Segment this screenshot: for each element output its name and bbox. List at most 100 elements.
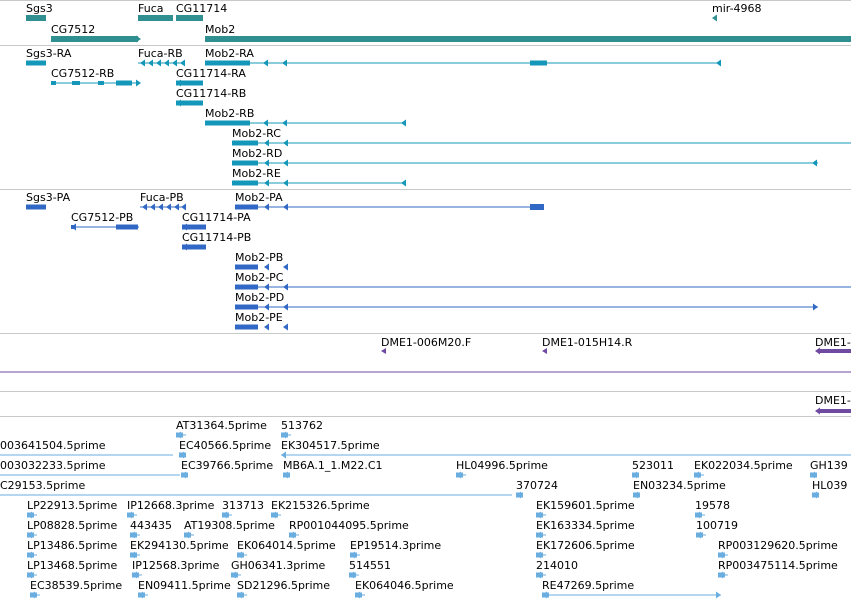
clone-label[interactable]: DME1- (815, 336, 851, 349)
protein-label[interactable]: Mob2-PC (235, 271, 284, 284)
est-label[interactable]: 514551 (349, 559, 391, 572)
feature-exon-box (235, 304, 258, 310)
est-label[interactable]: SD21296.5prime (237, 579, 330, 592)
est-label[interactable]: EK294130.5prime (130, 539, 229, 552)
protein-label[interactable]: CG7512-PB (71, 211, 134, 224)
est-label[interactable]: AT19308.5prime (184, 519, 275, 532)
est-label[interactable]: EC40566.5prime (179, 439, 272, 452)
strand-arrow-icon (815, 347, 820, 355)
est-label[interactable]: IP12668.3prime (127, 499, 215, 512)
est-label[interactable]: AT31364.5prime (176, 419, 267, 432)
strand-arrow-icon (27, 511, 32, 519)
est-label[interactable]: RP003129620.5prime (718, 539, 838, 552)
strand-arrow-icon (164, 59, 169, 67)
gene-label[interactable]: CG11714 (176, 2, 228, 15)
est-label[interactable]: 19578 (695, 499, 730, 512)
feature-exon-box (51, 36, 138, 42)
protein-label[interactable]: Mob2-PA (235, 191, 283, 204)
est-label[interactable]: EK064014.5prime (237, 539, 336, 552)
est-label[interactable]: 003641504.5prime (0, 439, 106, 452)
protein-label[interactable]: CG11714-PA (182, 211, 251, 224)
est-label[interactable]: 370724 (516, 479, 558, 492)
est-label[interactable]: EK064046.5prime (355, 579, 454, 592)
gene-label[interactable]: Sgs3 (26, 2, 53, 15)
strand-arrow-icon (136, 79, 141, 87)
transcript-label[interactable]: Mob2-RE (232, 167, 281, 180)
clone-label[interactable]: DME1-015H14.R (542, 336, 633, 349)
est-label[interactable]: GH06341.3prime (231, 559, 326, 572)
transcript-label[interactable]: Mob2-RD (232, 147, 283, 160)
est-label[interactable]: MB6A.1_1.M22.C1 (283, 459, 383, 472)
est-label[interactable]: 214010 (536, 559, 578, 572)
est-label[interactable]: EN03234.5prime (633, 479, 726, 492)
clone-label[interactable]: DME1-006M20.F (381, 336, 472, 349)
strand-arrow-icon (349, 571, 354, 579)
est-label[interactable]: EK215326.5prime (271, 499, 370, 512)
est-label[interactable]: EK159601.5prime (536, 499, 635, 512)
protein-label[interactable]: Mob2-PE (235, 311, 283, 324)
feature-exon-box (530, 204, 544, 210)
est-label[interactable]: LP13486.5prime (27, 539, 118, 552)
transcript-label[interactable]: Mob2-RC (232, 127, 281, 140)
est-label[interactable]: EK163334.5prime (536, 519, 635, 532)
transcript-label[interactable]: Fuca-RB (138, 47, 183, 60)
est-label[interactable]: 513762 (281, 419, 323, 432)
strand-arrow-icon (633, 491, 638, 499)
est-label[interactable]: C29153.5prime (0, 479, 86, 492)
transcript-label[interactable]: Sgs3-RA (26, 47, 72, 60)
clone-label[interactable]: DME1- (815, 394, 851, 407)
gene-label[interactable]: Mob2 (205, 23, 236, 36)
gene-label[interactable]: Fuca (138, 2, 164, 15)
feature-exon-box (235, 284, 258, 290)
protein-label[interactable]: Fuca-PB (140, 191, 184, 204)
strand-arrow-icon (30, 591, 35, 599)
est-label[interactable]: 100719 (696, 519, 738, 532)
protein-label[interactable]: Mob2-PB (235, 251, 284, 264)
est-label[interactable]: RP003475114.5prime (718, 559, 838, 572)
track-separator (0, 416, 851, 417)
gene-label[interactable]: CG7512 (51, 23, 96, 36)
transcript-label[interactable]: CG11714-RA (176, 67, 246, 80)
feature-exon-box (235, 204, 258, 210)
est-label[interactable]: EC38539.5prime (30, 579, 123, 592)
est-label[interactable]: HL039 (812, 479, 848, 492)
strand-arrow-icon (810, 471, 815, 479)
est-label[interactable]: RE47269.5prime (542, 579, 635, 592)
est-label[interactable]: LP08828.5prime (27, 519, 118, 532)
est-label[interactable]: EC39766.5prime (181, 459, 274, 472)
est-label[interactable]: 443435 (130, 519, 172, 532)
strand-arrow-icon (694, 471, 699, 479)
est-label[interactable]: EK172606.5prime (536, 539, 635, 552)
strand-arrow-icon (456, 471, 461, 479)
track-separator (0, 45, 851, 46)
est-label[interactable]: EK304517.5prime (281, 439, 380, 452)
transcript-label[interactable]: Mob2-RB (205, 107, 255, 120)
strand-arrow-icon (176, 99, 181, 107)
clone-marker-icon (542, 348, 547, 354)
transcript-label[interactable]: CG11714-RB (176, 87, 247, 100)
est-label[interactable]: EN09411.5prime (138, 579, 231, 592)
est-label[interactable]: 313713 (222, 499, 264, 512)
est-label[interactable]: LP22913.5prime (27, 499, 118, 512)
strand-arrow-icon (166, 203, 171, 211)
est-label[interactable]: HL04996.5prime (456, 459, 548, 472)
transcript-label[interactable]: CG7512-RB (51, 67, 115, 80)
est-label[interactable]: GH139 (810, 459, 848, 472)
gene-label[interactable]: mir-4968 (712, 2, 762, 15)
protein-label[interactable]: CG11714-PB (182, 231, 252, 244)
est-label[interactable]: EK022034.5prime (694, 459, 793, 472)
est-label[interactable]: IP12568.3prime (132, 559, 220, 572)
strand-arrow-icon (718, 571, 723, 579)
transcript-label[interactable]: Mob2-RA (205, 47, 254, 60)
est-label[interactable]: EP19514.3prime (350, 539, 442, 552)
feature-exon-box (818, 409, 851, 413)
strand-arrow-icon (282, 59, 287, 67)
est-label[interactable]: RP001044095.5prime (289, 519, 409, 532)
protein-label[interactable]: Mob2-PD (235, 291, 285, 304)
protein-label[interactable]: Sgs3-PA (26, 191, 71, 204)
est-label[interactable]: 523011 (632, 459, 674, 472)
est-label[interactable]: 003032233.5prime (0, 459, 106, 472)
est-label[interactable]: LP13468.5prime (27, 559, 118, 572)
strand-arrow-icon (282, 119, 287, 127)
